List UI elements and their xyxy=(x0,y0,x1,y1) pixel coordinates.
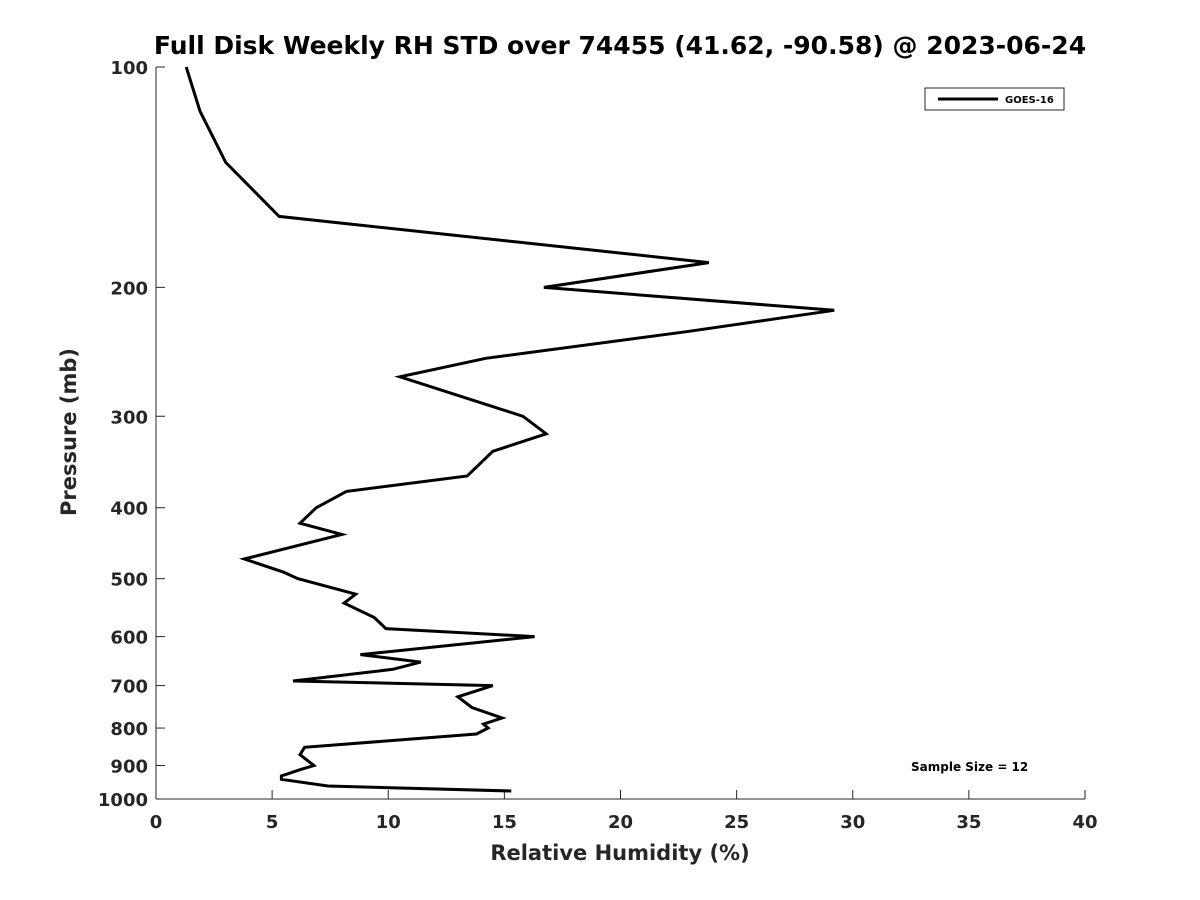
y-tick-label: 200 xyxy=(110,278,148,299)
y-tick-label: 800 xyxy=(110,719,148,740)
series-layer xyxy=(184,66,835,793)
y-tick-label: 600 xyxy=(110,628,148,649)
x-axis-label: Relative Humidity (%) xyxy=(490,841,749,865)
sample-size-annotation: Sample Size = 12 xyxy=(911,760,1028,774)
legend-label-goes-16: GOES-16 xyxy=(1005,95,1054,106)
x-tick-label: 20 xyxy=(608,812,633,833)
y-tick-label: 900 xyxy=(110,757,148,778)
x-tick-label: 10 xyxy=(376,812,401,833)
x-tick-label: 30 xyxy=(840,812,865,833)
x-tick-label: 15 xyxy=(492,812,517,833)
x-tick-label: 5 xyxy=(266,812,279,833)
y-tick-label: 700 xyxy=(110,677,148,698)
y-tick-label: 400 xyxy=(110,499,148,520)
x-tick-label: 35 xyxy=(956,812,981,833)
y-tick-label: 300 xyxy=(110,407,148,428)
x-tick-label: 40 xyxy=(1072,812,1097,833)
series-line-goes-16 xyxy=(184,66,835,793)
x-tick-label: 0 xyxy=(150,812,163,833)
axes: 0 5 10 15 20 25 30 35 40 100 200 300 400 500 600 700 800… xyxy=(98,58,1098,833)
y-tick-label: 1000 xyxy=(98,790,148,811)
y-axis-label: Pressure (mb) xyxy=(57,348,81,516)
chart-title: Full Disk Weekly RH STD over 74455 (41.6… xyxy=(154,31,1086,60)
x-tick-label: 25 xyxy=(724,812,749,833)
y-tick-label: 100 xyxy=(110,58,148,79)
legend: GOES-16 xyxy=(924,87,1065,111)
y-tick-label: 500 xyxy=(110,570,148,591)
